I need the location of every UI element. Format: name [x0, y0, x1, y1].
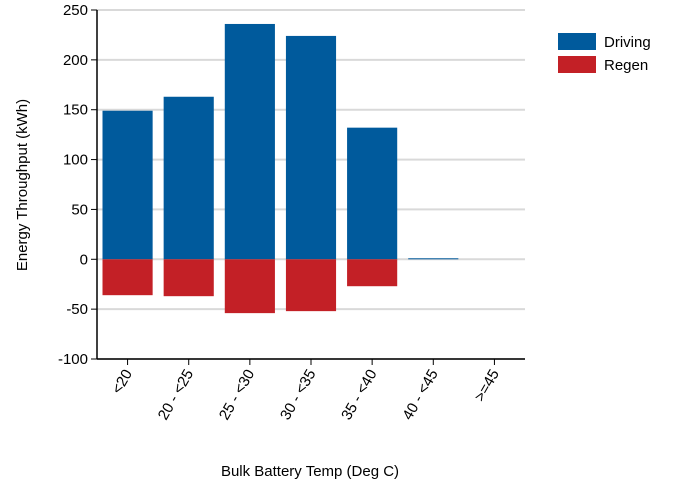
- bar: [408, 258, 459, 260]
- x-tick-label: <20: [109, 367, 136, 398]
- bar: [347, 127, 398, 260]
- x-tick-label: 20 - <25: [155, 367, 197, 424]
- legend-swatch: [558, 33, 596, 50]
- y-tick-label: 200: [63, 52, 88, 69]
- legend-label: Driving: [604, 34, 651, 51]
- bar: [163, 96, 214, 260]
- legend-label: Regen: [604, 57, 648, 74]
- y-tick-label: 50: [71, 201, 88, 218]
- bar: [285, 259, 337, 312]
- x-tick-label: 40 - <45: [399, 367, 441, 424]
- bar: [285, 35, 337, 260]
- bar: [224, 23, 275, 260]
- x-tick-label: 35 - <40: [338, 367, 380, 424]
- y-axis-label: Energy Throughput (kWh): [14, 99, 31, 271]
- y-tick-label: 100: [63, 152, 88, 169]
- bar: [102, 110, 153, 260]
- y-tick-label: -100: [58, 351, 88, 368]
- x-axis-label: Bulk Battery Temp (Deg C): [221, 463, 399, 480]
- x-tick-label: >=45: [471, 367, 503, 405]
- bar: [224, 259, 275, 314]
- bar: [347, 259, 398, 287]
- bar: [102, 259, 153, 296]
- legend-swatch: [558, 56, 596, 73]
- bar: [163, 259, 214, 297]
- y-tick-label: 250: [63, 2, 88, 19]
- x-tick-label: 25 - <30: [216, 367, 258, 424]
- y-tick-label: -50: [66, 301, 88, 318]
- y-tick-label: 0: [80, 251, 88, 268]
- x-tick-label: 30 - <35: [277, 367, 319, 424]
- y-tick-label: 150: [63, 102, 88, 119]
